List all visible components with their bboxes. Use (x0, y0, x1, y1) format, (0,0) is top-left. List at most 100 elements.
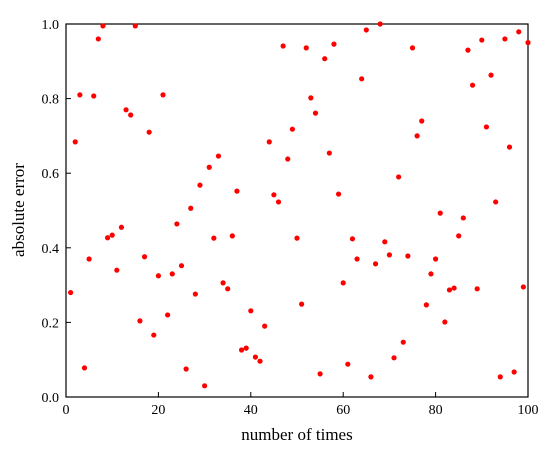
point (372, 261, 379, 267)
x-tick-label: 40 (244, 403, 258, 418)
point (155, 273, 161, 279)
point (81, 365, 88, 371)
point (308, 95, 314, 101)
x-tick-label: 100 (518, 403, 539, 418)
point (294, 235, 300, 241)
point (229, 233, 235, 239)
point (169, 271, 175, 277)
point (391, 355, 397, 361)
point (349, 236, 356, 242)
point (100, 23, 106, 29)
point (299, 301, 305, 307)
point (266, 139, 272, 145)
point (368, 374, 374, 380)
point (252, 354, 259, 360)
point (128, 112, 134, 118)
point (345, 361, 351, 367)
point (178, 263, 185, 269)
point (174, 221, 180, 227)
y-axis-label: absolute error (9, 163, 28, 257)
point (354, 256, 360, 262)
point (137, 318, 143, 324)
point (68, 289, 74, 296)
point (340, 280, 346, 286)
point (285, 156, 291, 162)
point (423, 302, 429, 308)
point (118, 224, 125, 230)
y-tick-label: 0.4 (42, 242, 60, 257)
point (335, 191, 342, 197)
point (257, 358, 263, 364)
point (363, 27, 369, 33)
point (506, 144, 513, 150)
point (271, 192, 277, 198)
point (488, 72, 494, 78)
x-tick-label: 80 (429, 403, 443, 418)
point (289, 126, 295, 132)
point (493, 199, 499, 205)
y-tick-label: 0.6 (42, 167, 60, 182)
point (326, 150, 332, 156)
point (220, 280, 226, 286)
point (123, 107, 129, 113)
point (465, 47, 471, 53)
point (451, 285, 457, 291)
point (386, 252, 392, 258)
point (331, 41, 337, 47)
point (275, 199, 282, 205)
point (456, 233, 462, 239)
x-tick-label: 60 (336, 403, 350, 418)
point (303, 45, 309, 51)
point (86, 256, 92, 262)
point (428, 271, 434, 277)
point (211, 235, 217, 241)
point (483, 124, 490, 130)
point (502, 36, 508, 42)
point (442, 319, 448, 325)
point (409, 45, 416, 51)
point (419, 118, 425, 124)
point (280, 43, 286, 49)
point (197, 182, 203, 188)
point (437, 210, 443, 216)
point (516, 29, 522, 35)
point (248, 308, 254, 314)
point (95, 36, 101, 42)
point (469, 82, 476, 88)
point (243, 345, 249, 351)
point (322, 56, 328, 62)
point (202, 383, 208, 389)
point (77, 92, 83, 98)
point (377, 21, 383, 27)
point (192, 291, 198, 297)
point (188, 205, 194, 211)
point (405, 253, 411, 259)
point (446, 287, 453, 293)
point (479, 37, 485, 43)
point (317, 371, 323, 377)
point (359, 76, 365, 82)
point (460, 215, 466, 221)
point (511, 369, 517, 375)
point (400, 339, 406, 345)
x-tick-label: 20 (151, 403, 165, 418)
point (104, 235, 111, 241)
point (72, 139, 78, 145)
point (183, 366, 189, 372)
point (109, 232, 115, 238)
point (234, 188, 240, 194)
point (262, 323, 268, 329)
y-tick-label: 0.0 (42, 391, 60, 406)
point (497, 374, 503, 380)
point (114, 267, 120, 273)
point (165, 312, 171, 318)
point (215, 153, 222, 159)
point (132, 23, 138, 29)
y-tick-label: 0.8 (42, 93, 60, 108)
point (312, 110, 319, 116)
point (520, 284, 526, 290)
point (414, 133, 420, 139)
x-axis-label: number of times (241, 425, 352, 444)
point (525, 40, 531, 46)
